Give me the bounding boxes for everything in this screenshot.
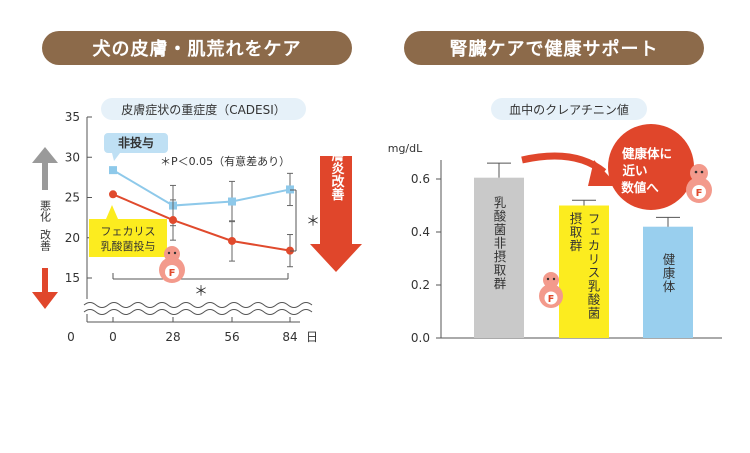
better-arrow-icon [32, 268, 58, 309]
data-point-untreated [228, 197, 236, 206]
bar-chart-y-tick-label: 0.2 [411, 278, 430, 292]
legend-callout-fecalis [89, 205, 167, 257]
callout-line-3: 数値へ [620, 180, 659, 195]
improvement-arrow-icon [310, 156, 362, 272]
series-line-0 [112, 169, 291, 207]
bar-chart-y-tick-label: 0.4 [411, 225, 430, 239]
line-chart-y-tick-label: 25 [65, 191, 80, 205]
line-chart-x-tick-label: 56 [224, 330, 239, 344]
callout-circle [608, 124, 694, 210]
bar-category-label: 乳酸菌非摂取群 [492, 196, 507, 291]
line-chart-x-tick-label: 0 [109, 330, 117, 344]
left-chart-title: 皮膚症状の重症度（CADESI） [101, 98, 306, 120]
bar-chart: mg/dL 0.00.20.40.6 乳酸菌非摂取群 フェカリス乳酸菌摂取群健康体… [388, 124, 722, 345]
right-chart-title: 血中のクレアチニン値 [491, 98, 647, 120]
line-chart-y-tick-label: 20 [65, 231, 80, 245]
mascot-icon: F [159, 246, 185, 283]
line-chart: 15 20 25 30 35 0 28 56 84 日 0 悪化 改善 ＊P＜0.05（有意差あ… [32, 110, 362, 344]
svg-text:F: F [548, 294, 555, 305]
data-point-untreated [286, 185, 294, 194]
bar-chart-y-unit: mg/dL [388, 142, 423, 155]
left-banner: 犬の皮膚・肌荒れをケア [42, 31, 352, 65]
line-chart-y-tick-label: 30 [65, 150, 80, 164]
line-chart-y-tick-label: 35 [65, 110, 80, 124]
bar-category-label: 健康体 [661, 253, 676, 294]
data-point-fecalis [109, 190, 117, 199]
legend-callout-untreated [104, 133, 168, 161]
line-chart-x-tick-label: 28 [165, 330, 180, 344]
improvement-label: 皮膚炎改善 [329, 135, 346, 202]
right-banner: 腎臓ケアで健康サポート [404, 31, 704, 65]
y-arrow-top-label: 悪化 [39, 200, 52, 223]
line-chart-x-tick-label: 84 [282, 330, 297, 344]
y-arrow-bottom-label: 改善 [39, 228, 52, 252]
bar-category-label: フェカリス乳酸菌 [586, 212, 601, 320]
mascot-icon: F [539, 272, 563, 308]
sig-mark-vertical: ＊ [306, 214, 320, 230]
series-line-1 [112, 193, 291, 252]
line-chart-origin-label: 0 [67, 330, 75, 344]
line-chart-y-tick-label: 15 [65, 271, 80, 285]
data-point-fecalis [169, 216, 177, 225]
bar-chart-y-tick-label: 0.0 [411, 331, 430, 345]
mascot-icon: F [686, 164, 712, 203]
axis-break-wave [83, 309, 313, 315]
axis-break-wave [83, 302, 313, 308]
sig-mark-horizontal: ＊ [194, 284, 208, 300]
svg-text:F: F [696, 188, 703, 199]
data-point-untreated [109, 166, 117, 175]
bar-chart-y-tick-label: 0.6 [411, 172, 430, 186]
bar-2 [643, 226, 693, 338]
svg-text:F: F [169, 268, 176, 279]
data-point-fecalis [228, 236, 236, 245]
bar-1 [559, 205, 609, 338]
callout-line-2: 近い [622, 163, 647, 178]
bar-category-label: 摂取群 [568, 211, 583, 253]
legend-label-untreated: 非投与 [118, 135, 154, 150]
callout-line-1: 健康体に [622, 146, 672, 161]
worse-arrow-icon [32, 147, 58, 190]
callout-arrow [521, 152, 607, 175]
legend-label-fecalis-2: 乳酸菌投与 [101, 239, 156, 253]
legend-label-fecalis-1: フェカリス [101, 225, 156, 238]
bar-0 [474, 177, 524, 338]
significance-note: ＊P＜0.05（有意差あり） [160, 154, 290, 168]
line-chart-x-unit: 日 [306, 330, 318, 344]
